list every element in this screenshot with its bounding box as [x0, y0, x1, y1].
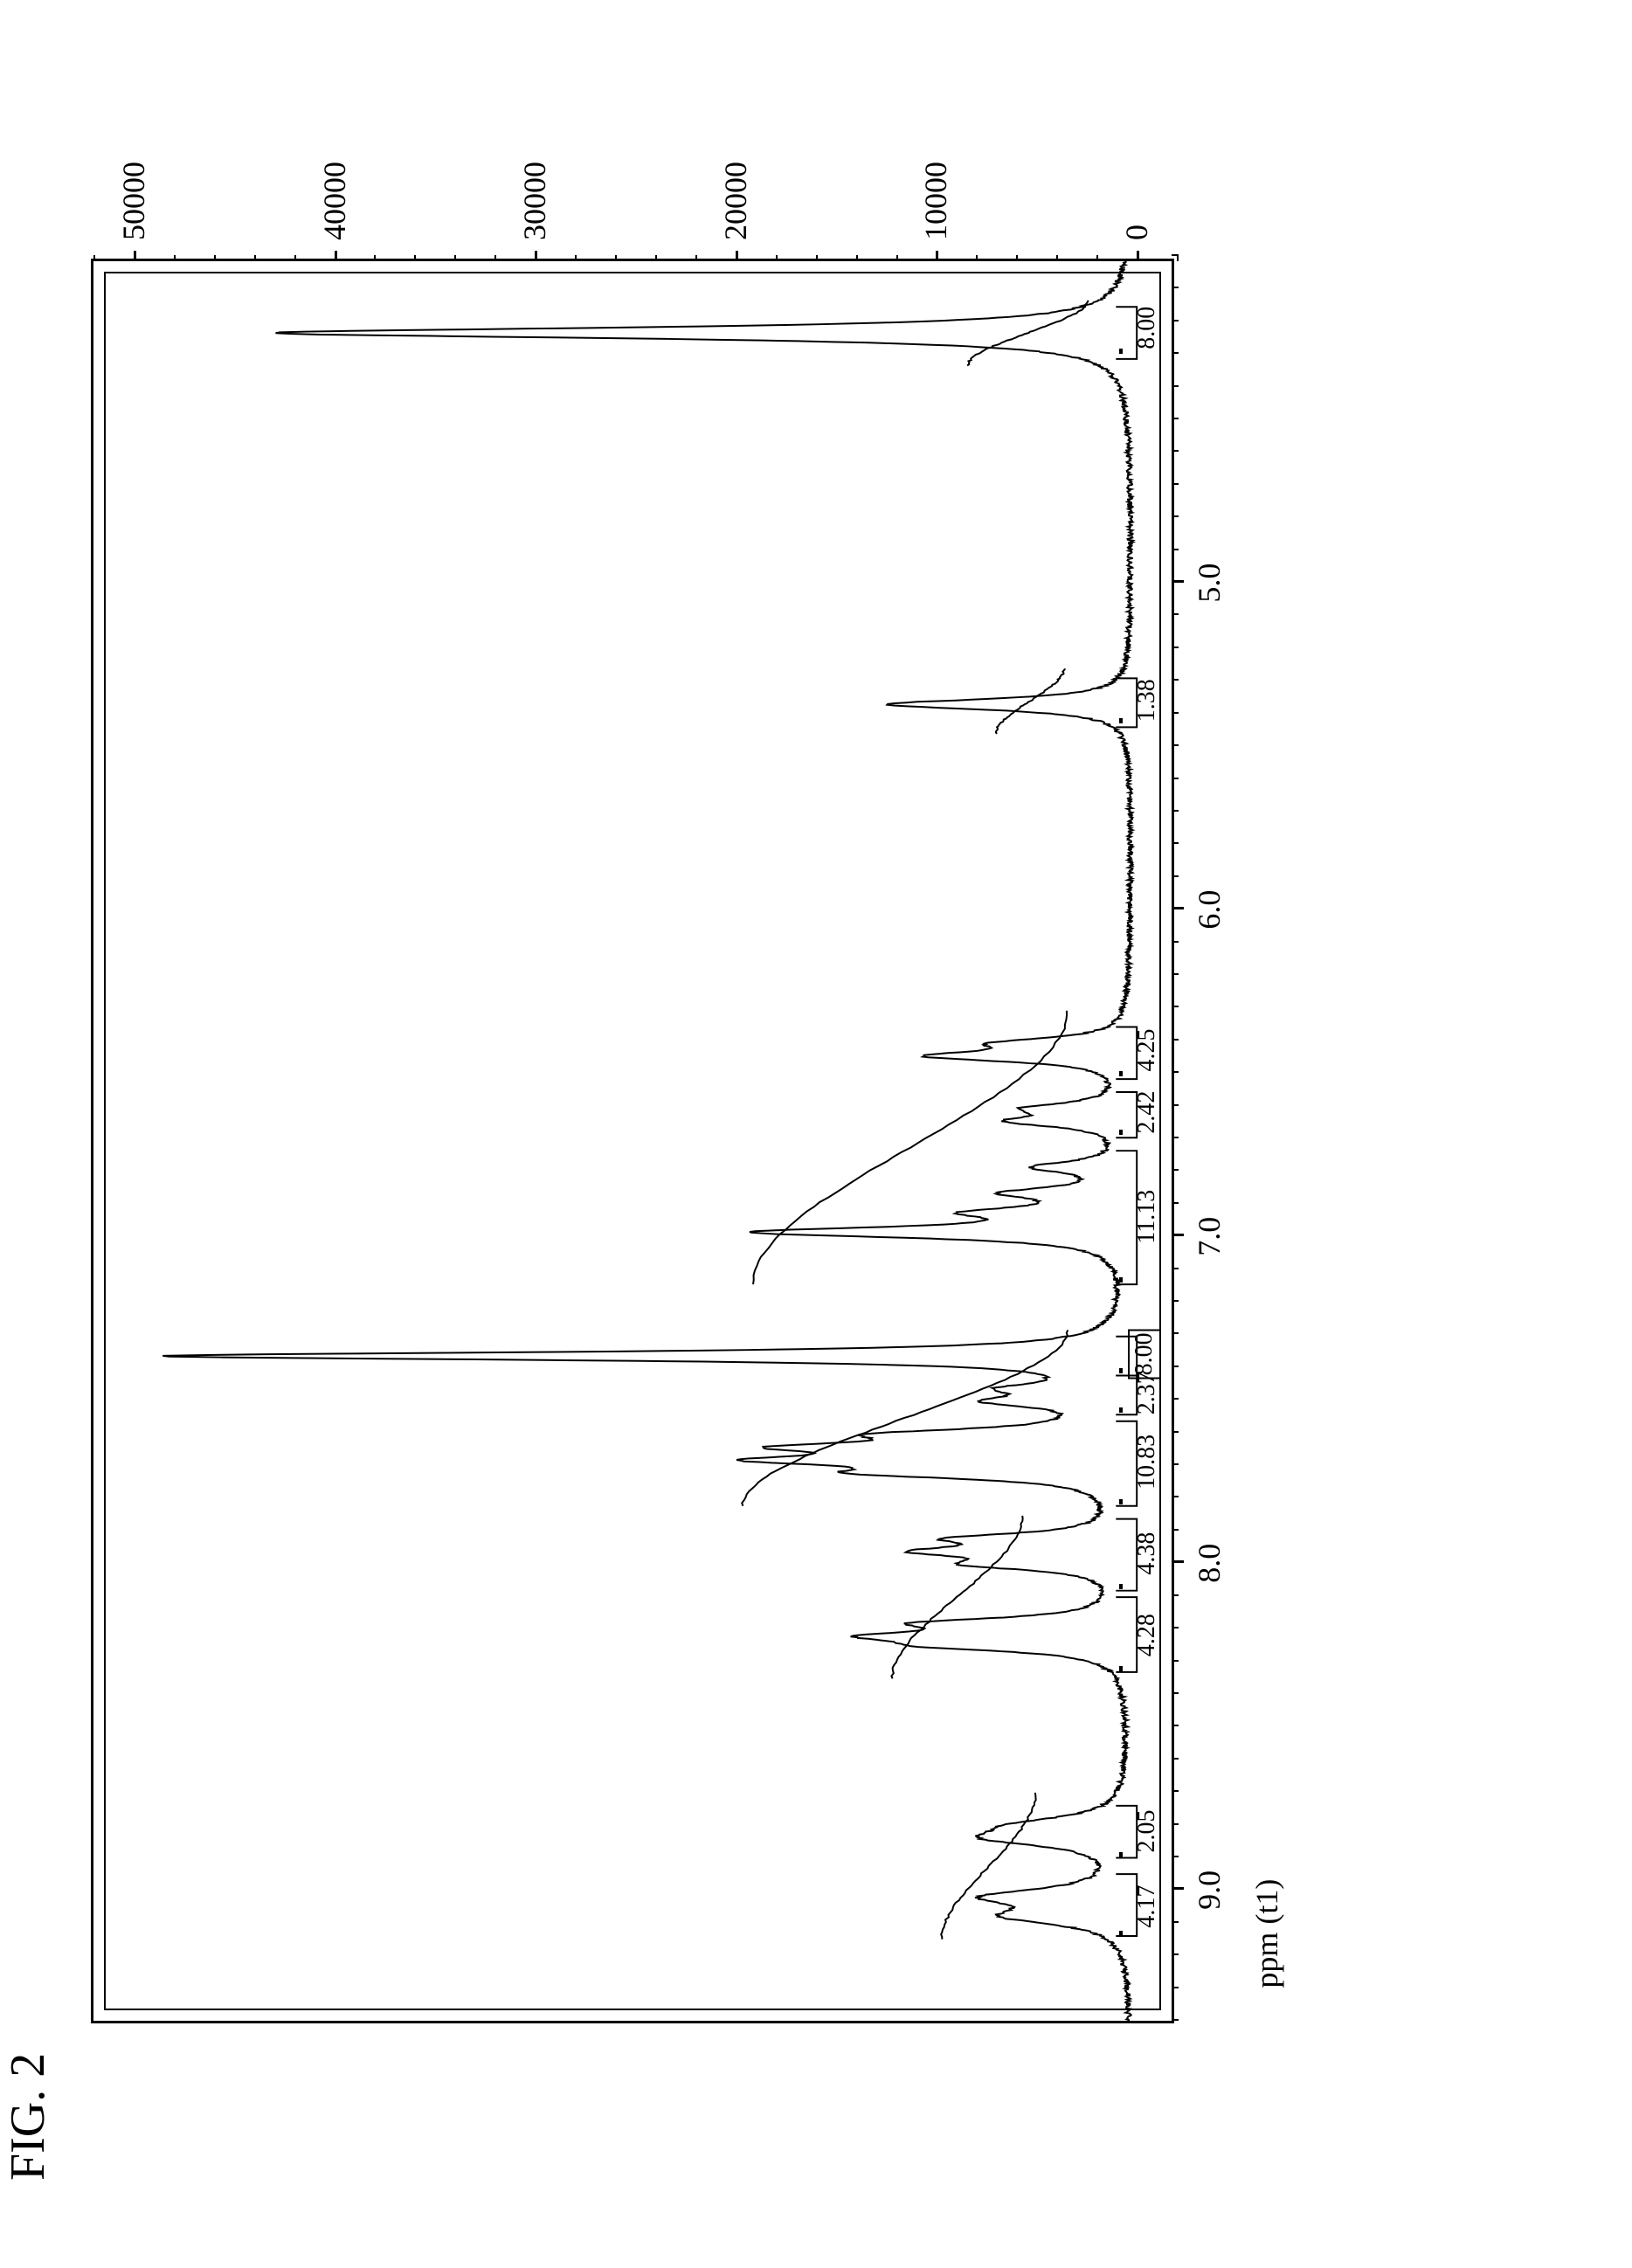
integral-label: 11.13 [1133, 1190, 1161, 1244]
integral-labels-row: 4.172.054.284.3810.832.378.0011.132.424.… [1119, 261, 1161, 2021]
x-axis: 5.0 6.0 7.0 8.0 9.0 [1172, 261, 1241, 2021]
integral-label: 4.25 [1133, 1029, 1161, 1072]
integral-label: 4.17 [1133, 1885, 1161, 1928]
figure-label: FIG. 2 [0, 0, 56, 2268]
x-tick-label: 6.0 [1191, 890, 1227, 930]
integral-label: 4.28 [1133, 1614, 1161, 1656]
x-axis-label: ppm (t1) [1248, 1879, 1285, 1988]
nmr-spectrum-chart: 01000020000300004000050000 5.06.07.08.09… [91, 87, 1174, 2023]
integral-label: 8.00 [1133, 307, 1161, 349]
x-tick-label: 5.0 [1191, 564, 1227, 603]
y-axis: 0 10000 20000 30000 40000 50000 [93, 139, 1172, 261]
integral-label: 4.38 [1133, 1532, 1161, 1575]
plot-area: 01000020000300004000050000 5.06.07.08.09… [91, 259, 1174, 2023]
y-tick-label: 40000 [316, 139, 353, 240]
x-tick-label: 9.0 [1191, 1870, 1227, 1910]
integral-label: 2.05 [1133, 1810, 1161, 1853]
y-tick-label: 30000 [516, 139, 553, 240]
integral-label: 10.83 [1133, 1435, 1161, 1490]
spectrum-trace [93, 261, 1172, 2021]
y-tick-label: 0 [1118, 139, 1155, 240]
integral-label: 8.00 [1128, 1329, 1161, 1379]
integral-label: 1.38 [1133, 679, 1161, 722]
x-tick-label: 7.0 [1191, 1217, 1227, 1256]
integral-label: 2.42 [1133, 1091, 1161, 1134]
y-tick-label: 50000 [115, 139, 152, 240]
y-tick-label: 10000 [917, 139, 954, 240]
y-tick-label: 20000 [717, 139, 754, 240]
x-tick-label: 8.0 [1191, 1544, 1227, 1583]
